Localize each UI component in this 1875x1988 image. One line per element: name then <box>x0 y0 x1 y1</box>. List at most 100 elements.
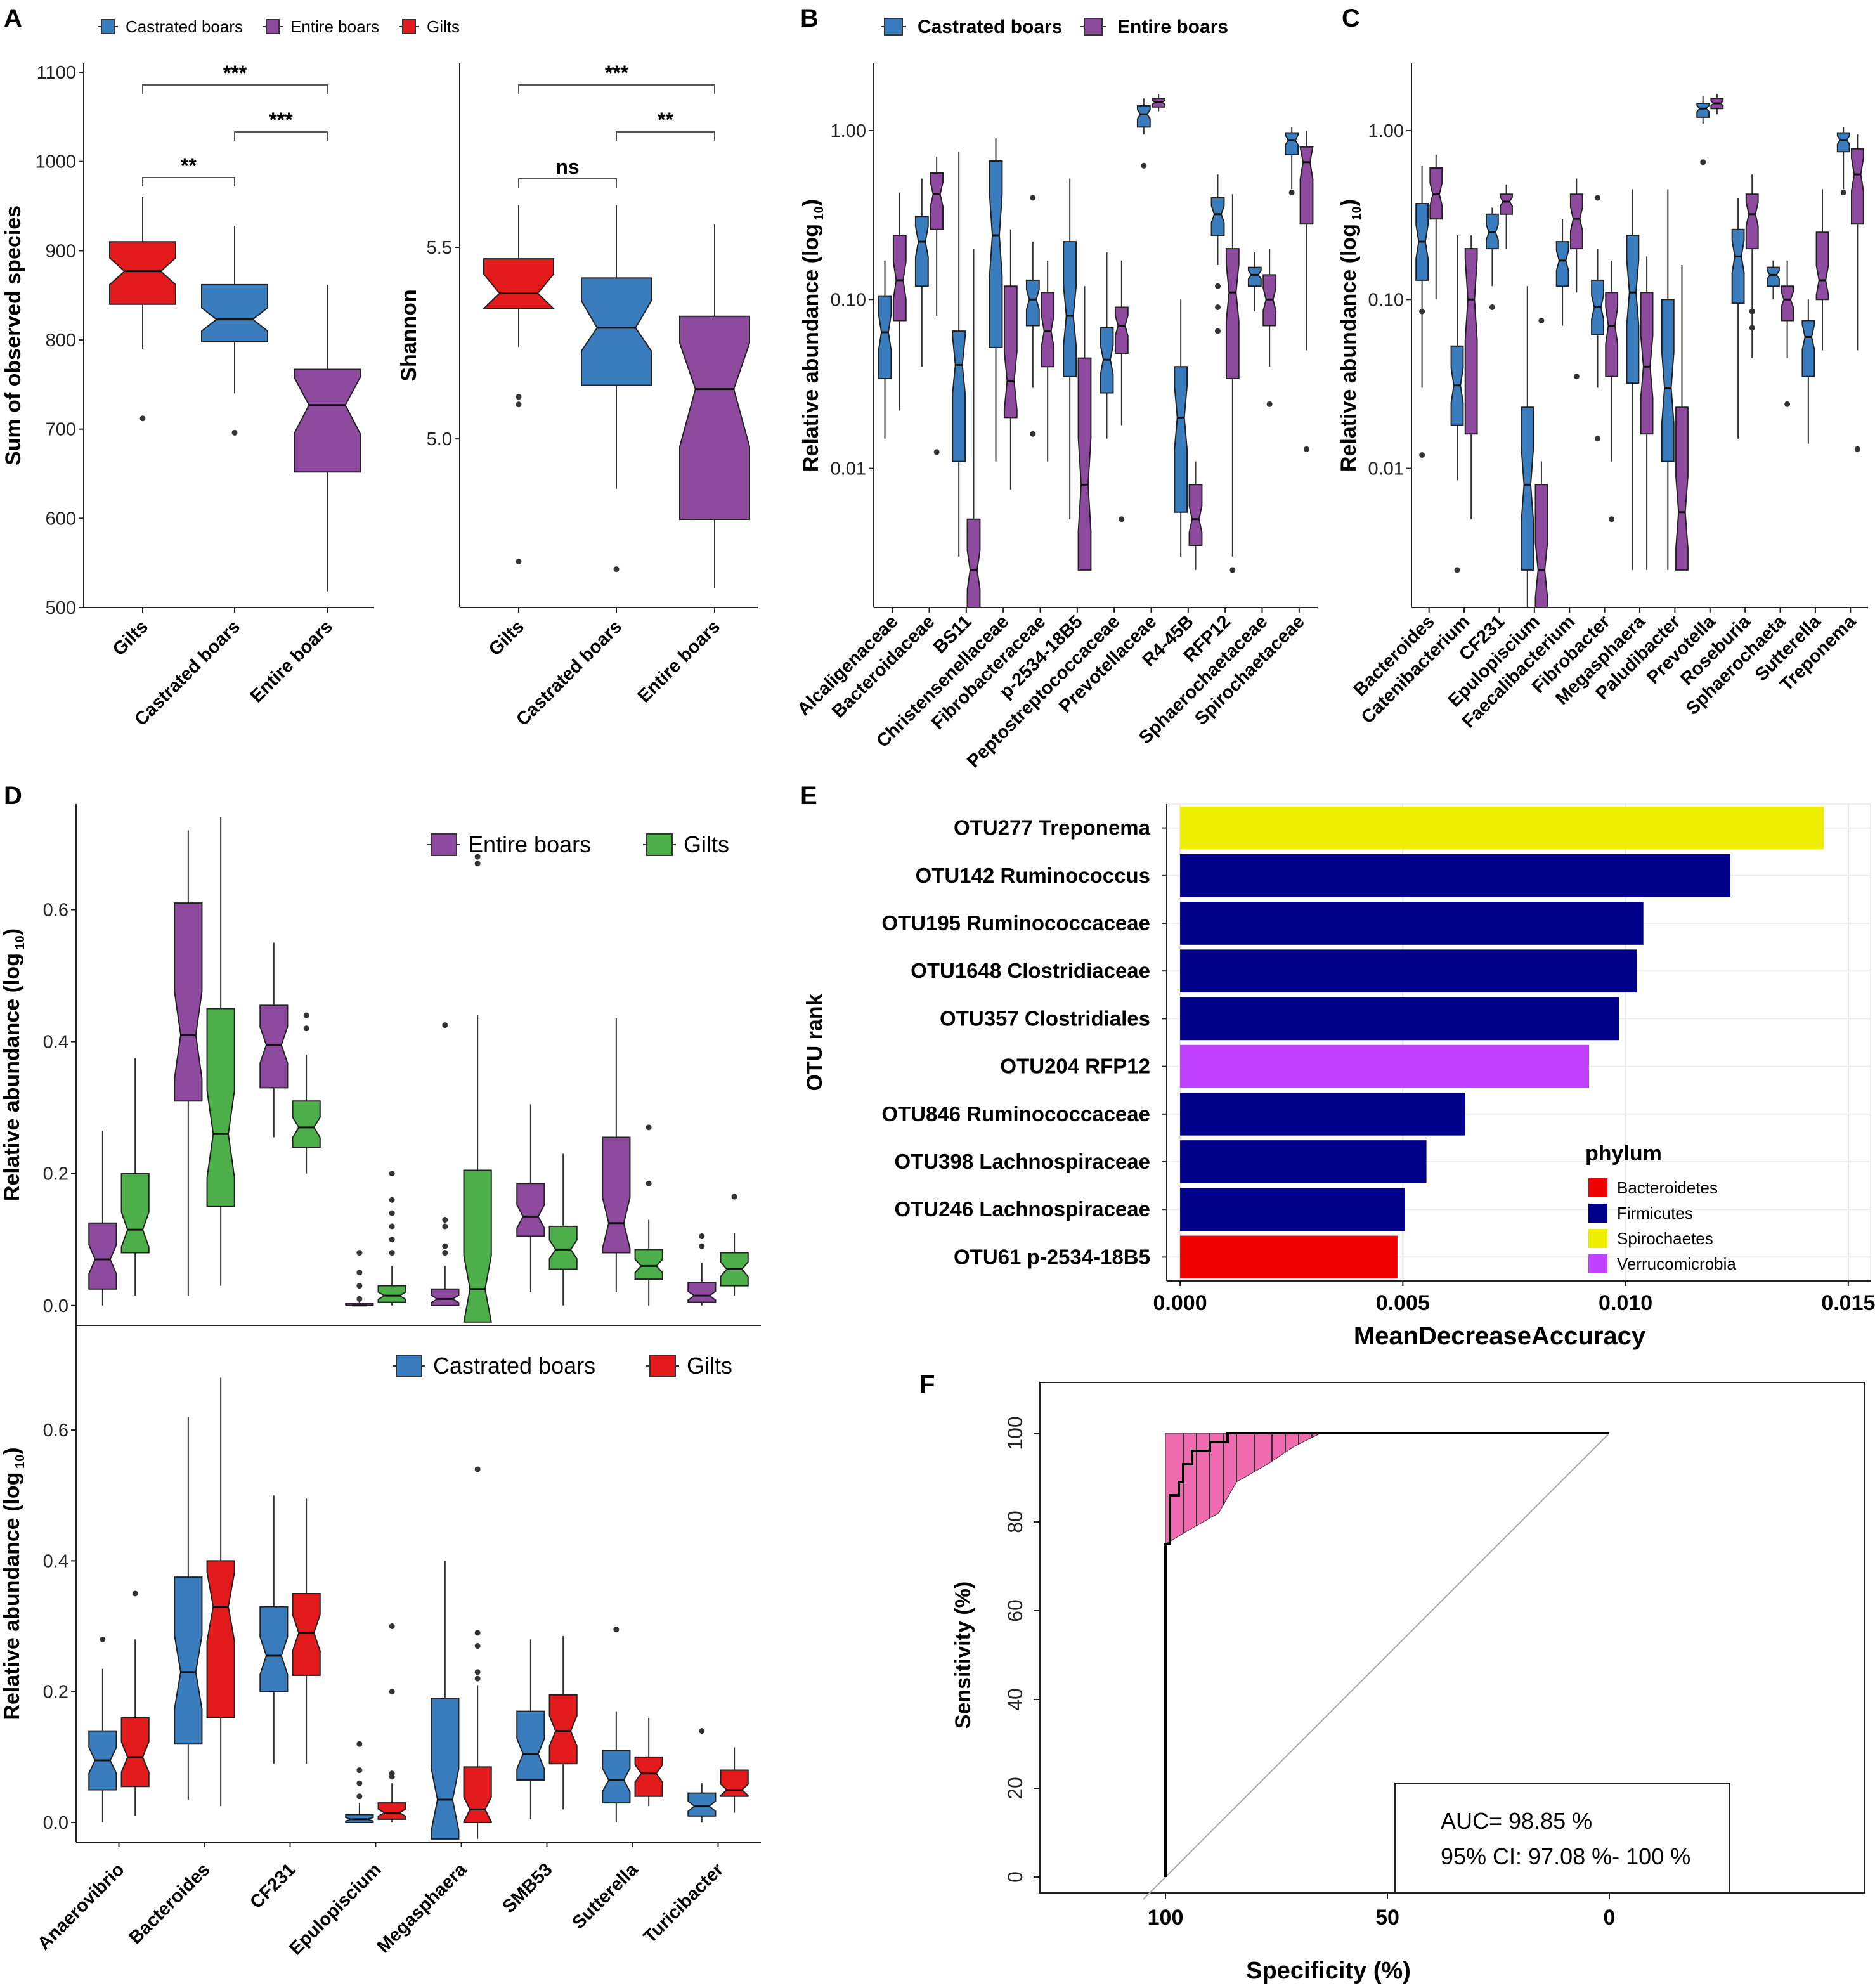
a1-sig-label: *** <box>269 108 293 131</box>
d-bottom-megasphaera-gilts_red-outlier <box>474 1675 481 1682</box>
b-fibrobacteraceae-castrated-outlier <box>1030 195 1036 201</box>
e-legend-label-firmicutes: Firmicutes <box>1617 1204 1693 1223</box>
d-bottom-epulopiscium-castrated-outlier <box>356 1780 363 1786</box>
d-bottom-cf231-gilts_red-box <box>292 1592 321 1676</box>
d-top-megasphaera-entire-outlier <box>442 1243 448 1249</box>
a2-sig-bracket <box>616 131 715 141</box>
d-top-anaerovibrio-gilts_green-box <box>120 1173 150 1254</box>
d-bottom-bacteroides-castrated-box <box>174 1576 203 1745</box>
d-top-epulopiscium-entire-outlier <box>356 1283 363 1289</box>
a2-x-label-entire-boars: Entire boars <box>634 616 724 706</box>
d-top-epulopiscium-entire-outlier <box>356 1250 363 1256</box>
c-y-label: Relative abundance (log 10) <box>1337 199 1364 472</box>
a1-sig-bracket <box>142 177 235 186</box>
panel-label-b: B <box>800 4 819 32</box>
b-christensenellaceae-entire-box <box>1003 285 1018 419</box>
panel-f-roc-curve: 0 20 40 60 80 100 100 50 0 Specificity (%) Sensiti… <box>951 1382 1865 1984</box>
c-sphaerochaeta-castrated-box <box>1767 266 1780 287</box>
a2-sig-label: ** <box>658 108 673 131</box>
e-bar-label-otu246-lachnospiraceae: OTU246 Lachnospiraceae <box>894 1197 1150 1221</box>
c-fibrobacter-castrated-outlier <box>1595 436 1601 442</box>
b-p-2534-18b5-castrated-box <box>1063 241 1077 377</box>
f-x-tick-label: 100 <box>1148 1906 1184 1930</box>
e-legend-key-verrucomicrobia <box>1588 1254 1607 1273</box>
f-x-label: Specificity (%) <box>1246 1958 1411 1984</box>
d-bottom-epulopiscium-castrated-outlier <box>356 1741 363 1747</box>
c-fibrobacter-entire-box <box>1605 292 1619 377</box>
a2-castrated-boars-outlier <box>613 566 620 573</box>
b-spirochaetaceae-entire-outlier <box>1304 446 1309 452</box>
d-top-sutterella-gilts_green-outlier <box>646 1124 652 1131</box>
c-sutterella-castrated-box <box>1801 320 1815 377</box>
d-bottom-x-label-epulopiscium: Epulopiscium <box>285 1859 385 1959</box>
a2-y-tick-label: 5.5 <box>427 238 452 258</box>
b-rfp12-castrated-box <box>1210 197 1225 237</box>
f-auc-label: AUC= 98.85 % <box>1441 1808 1592 1834</box>
b-sphaerochaetaceae-entire-outlier <box>1266 401 1273 407</box>
panel-e-otu-importance: OTU277 Treponema OTU142 Ruminococcus OTU19… <box>803 803 1875 1350</box>
d-top-turicibacter-gilts_green-outlier <box>731 1193 737 1200</box>
d-bottom-epulopiscium-gilts_red-outlier <box>389 1774 395 1780</box>
f-y-tick-label: 100 <box>1004 1416 1027 1450</box>
b-bacteroidaceae-entire-box <box>930 172 944 230</box>
a1-sig-bracket <box>234 131 328 141</box>
d-bottom-y-tick-label: 0.0 <box>43 1813 68 1833</box>
d-bottom-anaerovibrio-gilts_red-box <box>120 1717 150 1788</box>
c-faecalibacterium-castrated-box <box>1555 241 1569 287</box>
d-top-megasphaera-entire-outlier <box>442 1250 448 1256</box>
c-megasphaera-castrated-box <box>1626 235 1640 384</box>
panel-d-entire-vs-gilts: 0.0 0.2 0.4 0.6 Relative abundance (log 10) E… <box>0 804 761 1326</box>
b-legend-label-entire-boars: Entire boars <box>1117 16 1228 37</box>
d-top-y-label: Relative abundance (log 10) <box>0 928 27 1201</box>
d-top-megasphaera-entire-outlier <box>442 1022 448 1029</box>
f-x-tick-label: 50 <box>1375 1906 1399 1930</box>
d-top-turicibacter-entire-box <box>687 1282 717 1303</box>
e-legend-key-spirochaetes <box>1588 1229 1607 1248</box>
b-p-2534-18b5-entire-box <box>1077 357 1092 571</box>
d-top-sutterella-entire-box <box>602 1136 631 1254</box>
d-top-cf231-gilts_green-outlier <box>303 1012 309 1018</box>
d-bottom-x-label-megasphaera: Megasphaera <box>373 1859 471 1957</box>
d-top-bacteroides-entire-box <box>174 902 203 1102</box>
d-bottom-y-label-sub: 10 <box>13 1455 27 1472</box>
f-y-tick-label: 80 <box>1004 1510 1027 1533</box>
f-x-tick-label: 0 <box>1604 1906 1616 1930</box>
d-bottom-turicibacter-gilts_red-box <box>720 1769 749 1797</box>
b-y-tick-label: 0.10 <box>831 290 866 310</box>
b-bacteroidaceae-castrated-box <box>914 216 929 287</box>
a1-y-tick-label: 600 <box>46 509 76 529</box>
d-top-epulopiscium-entire-outlier <box>356 1296 363 1302</box>
d-top-y-tick-label: 0.2 <box>43 1164 68 1185</box>
panel-c-genus-abundance: 0.010.101.00BacteroidesCatenibacteriumCF… <box>1337 63 1868 732</box>
f-y-tick-label: 60 <box>1004 1599 1027 1622</box>
e-bar-label-otu357-clostridiales: OTU357 Clostridiales <box>940 1006 1150 1030</box>
d-bottom-megasphaera-gilts_red-outlier <box>474 1630 481 1636</box>
f-y-tick-label: 0 <box>1004 1871 1027 1883</box>
e-legend-label-spirochaetes: Spirochaetes <box>1617 1229 1713 1248</box>
d-top-legend-label-entire-boars: Entire boars <box>468 831 591 857</box>
c-faecalibacterium-entire-outlier <box>1573 374 1580 380</box>
d-bottom-smb53-gilts_red-box <box>548 1694 578 1765</box>
c-sphaerochaeta-entire-outlier <box>1784 401 1791 407</box>
c-roseburia-entire-outlier <box>1749 325 1755 331</box>
d-top-smb53-entire-box <box>516 1183 545 1237</box>
a1-sig-bracket <box>142 84 328 94</box>
a1-entire-boars-box <box>294 368 361 473</box>
d-bottom-sutterella-castrated-outlier <box>613 1627 620 1633</box>
a1-entire-boars-legend-key <box>266 19 280 34</box>
b-r4-45b-castrated-box <box>1174 366 1188 513</box>
d-top-y-tick-label: 0.4 <box>43 1032 68 1053</box>
b-fibrobacteraceae-entire-box <box>1041 292 1055 368</box>
b-y-label-end: ) <box>799 199 823 206</box>
d-top-epulopiscium-gilts_green-outlier <box>389 1210 395 1216</box>
b-castrated-boars-legend-key <box>884 18 903 36</box>
c-roseburia-entire-outlier <box>1749 308 1755 315</box>
c-y-tick-label: 1.00 <box>1368 121 1404 141</box>
d-bottom-x-label-cf231: CF231 <box>246 1859 299 1913</box>
c-treponema-entire-outlier <box>1854 446 1860 452</box>
e-bar-label-otu398-lachnospiraceae: OTU398 Lachnospiraceae <box>894 1150 1150 1173</box>
e-bar-otu246-lachnospiraceae <box>1180 1188 1405 1231</box>
a2-castrated-boars-box <box>581 277 652 386</box>
a2-x-label-castrated-boars: Castrated boars <box>512 616 626 730</box>
